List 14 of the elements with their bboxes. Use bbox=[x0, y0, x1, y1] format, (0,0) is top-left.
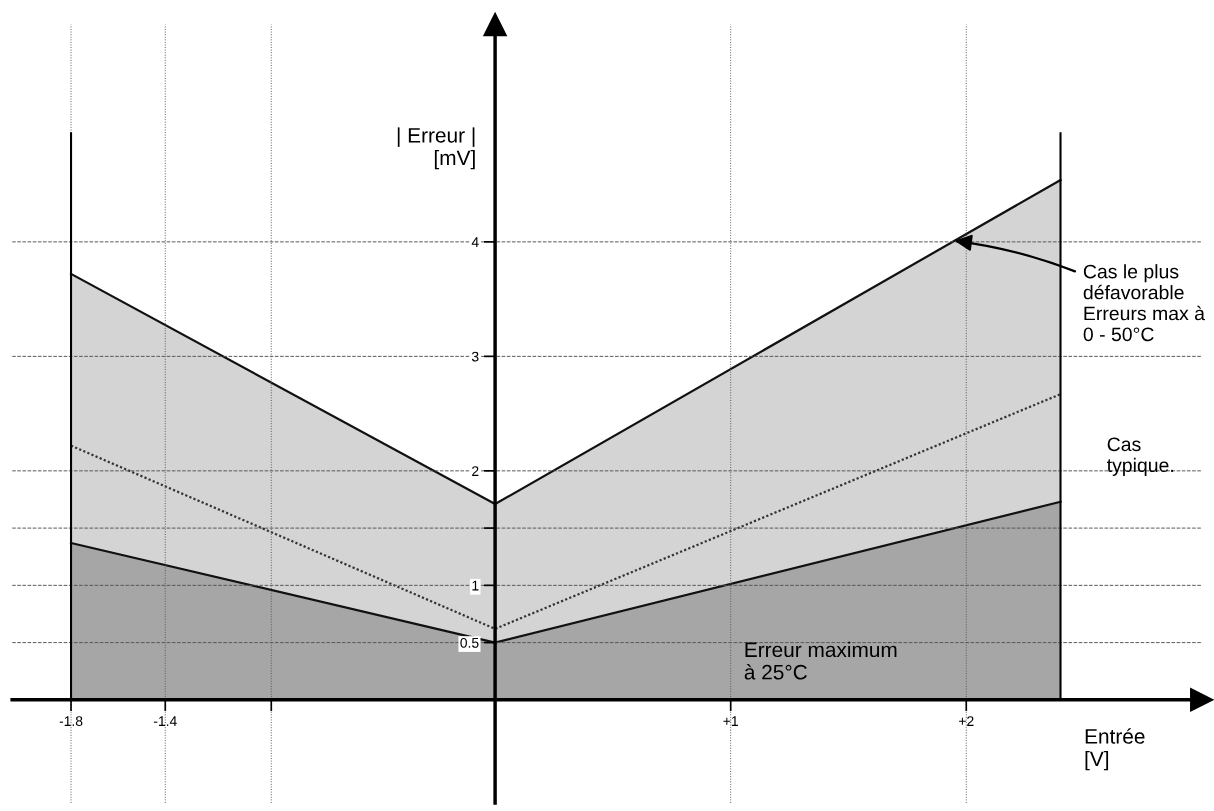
x-tick-label: -1.4 bbox=[153, 716, 177, 726]
y-tick-label: 1 bbox=[472, 580, 479, 591]
y-tick-label: 3 bbox=[471, 351, 479, 362]
annotation: Cas le plus défavorable Erreurs max à 0 - 50°C bbox=[1083, 264, 1205, 342]
y-tick-label: 0.5 bbox=[460, 637, 479, 648]
annotation: Cas typique. bbox=[1106, 437, 1174, 476]
y-axis-title: | Erreur | [mV] bbox=[397, 127, 475, 170]
y-tick-label: 2 bbox=[472, 466, 479, 476]
x-tick-label: -1.8 bbox=[59, 716, 83, 727]
annotation: Erreur maximum à 25°C bbox=[744, 641, 897, 680]
x-tick-label: +1 bbox=[723, 716, 738, 726]
y-tick-label: 4 bbox=[471, 237, 479, 247]
x-axis-title: Entrée [V] bbox=[1085, 728, 1145, 771]
x-tick-label: +2 bbox=[959, 716, 974, 726]
